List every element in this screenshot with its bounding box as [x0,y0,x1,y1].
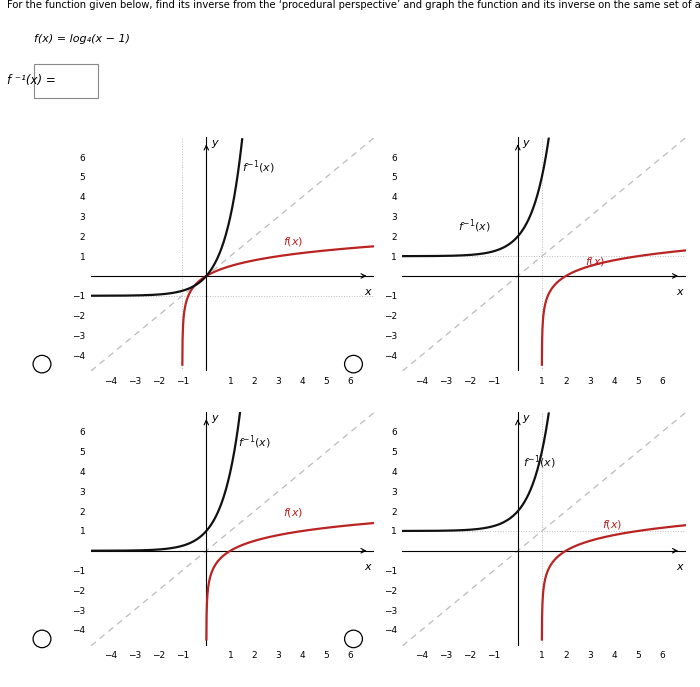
Text: y: y [523,138,529,148]
Text: x: x [365,562,371,572]
FancyBboxPatch shape [34,64,98,98]
Text: y: y [523,413,529,423]
Text: x: x [676,562,682,572]
Text: x: x [676,287,682,297]
Text: $f(x)$: $f(x)$ [585,255,606,268]
Text: y: y [211,413,218,423]
Text: f ⁻¹(x) =: f ⁻¹(x) = [7,74,56,87]
Text: For the function given below, find its inverse from the ‘procedural perspective’: For the function given below, find its i… [7,0,700,10]
Text: $f(x)$: $f(x)$ [284,506,304,519]
Text: $f^{-1}(x)$: $f^{-1}(x)$ [523,453,556,471]
Text: x: x [365,287,371,297]
Text: y: y [211,138,218,148]
Text: $f^{-1}(x)$: $f^{-1}(x)$ [458,218,491,236]
Text: $f(x)$: $f(x)$ [602,517,622,530]
Text: $f^{-1}(x)$: $f^{-1}(x)$ [242,158,275,176]
Text: $f(x)$: $f(x)$ [284,235,304,248]
Text: f(x) = log₄(x − 1): f(x) = log₄(x − 1) [34,34,130,44]
Text: $f^{-1}(x)$: $f^{-1}(x)$ [237,433,270,451]
